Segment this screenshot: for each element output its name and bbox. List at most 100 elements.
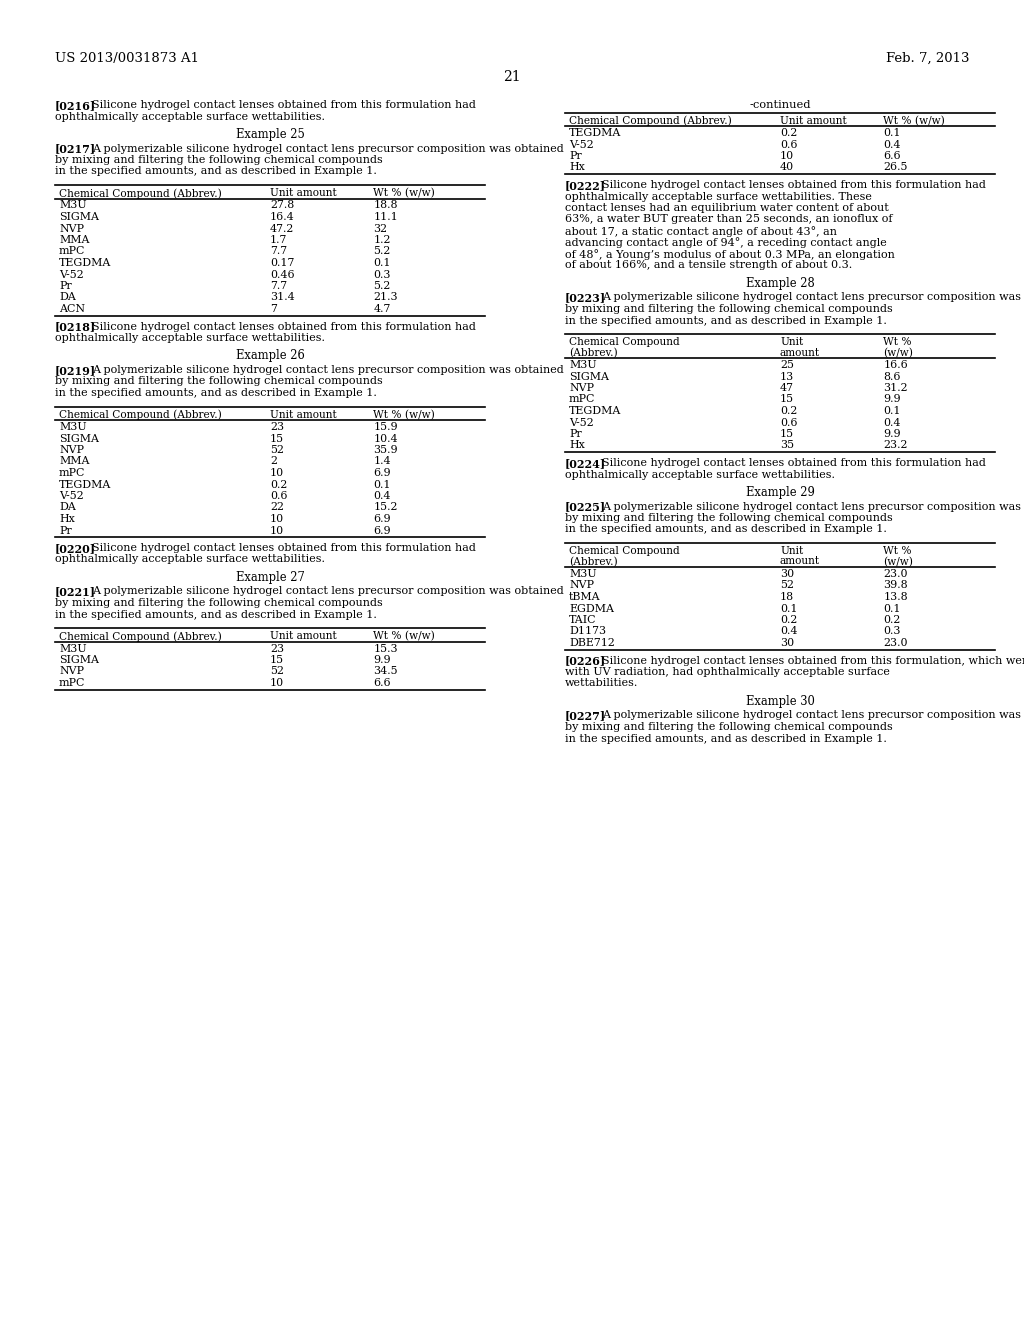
Text: A polymerizable silicone hydrogel contact lens precursor composition was obtaine: A polymerizable silicone hydrogel contac…: [602, 710, 1024, 721]
Text: 23: 23: [270, 644, 284, 653]
Text: 0.6: 0.6: [270, 491, 288, 502]
Text: 35.9: 35.9: [373, 445, 398, 455]
Text: ophthalmically acceptable surface wettabilities.: ophthalmically acceptable surface wettab…: [55, 111, 325, 121]
Text: 0.2: 0.2: [270, 479, 288, 490]
Text: 11.1: 11.1: [373, 213, 398, 222]
Text: of 48°, a Young’s modulus of about 0.3 MPa, an elongation: of 48°, a Young’s modulus of about 0.3 M…: [565, 249, 895, 260]
Text: 15.3: 15.3: [373, 644, 398, 653]
Text: -continued: -continued: [750, 100, 811, 110]
Text: ophthalmically acceptable surface wettabilities.: ophthalmically acceptable surface wettab…: [565, 470, 835, 479]
Text: SIGMA: SIGMA: [59, 655, 99, 665]
Text: by mixing and filtering the following chemical compounds: by mixing and filtering the following ch…: [55, 376, 383, 387]
Text: 6.9: 6.9: [373, 525, 391, 536]
Text: 0.4: 0.4: [883, 140, 901, 149]
Text: 9.9: 9.9: [883, 429, 901, 440]
Text: 16.6: 16.6: [883, 360, 908, 370]
Text: [0222]: [0222]: [565, 180, 606, 191]
Text: 7: 7: [270, 304, 276, 314]
Text: 0.1: 0.1: [373, 257, 391, 268]
Text: Wt % (w/w): Wt % (w/w): [373, 409, 435, 420]
Text: 13: 13: [780, 371, 795, 381]
Text: M3U: M3U: [569, 569, 597, 579]
Text: A polymerizable silicone hydrogel contact lens precursor composition was obtaine: A polymerizable silicone hydrogel contac…: [602, 293, 1024, 302]
Text: Wt % (w/w): Wt % (w/w): [373, 631, 435, 642]
Text: TEGDMA: TEGDMA: [569, 128, 622, 139]
Text: Example 28: Example 28: [745, 277, 814, 290]
Text: in the specified amounts, and as described in Example 1.: in the specified amounts, and as describ…: [55, 166, 377, 177]
Text: 0.3: 0.3: [373, 269, 391, 280]
Text: (Abbrev.): (Abbrev.): [569, 347, 617, 358]
Text: TEGDMA: TEGDMA: [569, 407, 622, 416]
Text: 1.2: 1.2: [373, 235, 391, 246]
Text: of about 166%, and a tensile strength of about 0.3.: of about 166%, and a tensile strength of…: [565, 260, 852, 271]
Text: [0217]: [0217]: [55, 144, 96, 154]
Text: MMA: MMA: [59, 235, 89, 246]
Text: 6.6: 6.6: [373, 678, 391, 688]
Text: [0220]: [0220]: [55, 543, 96, 554]
Text: Hx: Hx: [59, 513, 75, 524]
Text: NVP: NVP: [569, 383, 594, 393]
Text: with UV radiation, had ophthalmically acceptable surface: with UV radiation, had ophthalmically ac…: [565, 667, 890, 677]
Text: US 2013/0031873 A1: US 2013/0031873 A1: [55, 51, 199, 65]
Text: amount: amount: [780, 347, 820, 358]
Text: M3U: M3U: [59, 422, 87, 432]
Text: 7.7: 7.7: [270, 281, 287, 290]
Text: Pr: Pr: [59, 525, 72, 536]
Text: 0.1: 0.1: [373, 479, 391, 490]
Text: [0219]: [0219]: [55, 366, 96, 376]
Text: 18.8: 18.8: [373, 201, 397, 210]
Text: by mixing and filtering the following chemical compounds: by mixing and filtering the following ch…: [565, 304, 893, 314]
Text: 16.4: 16.4: [270, 213, 295, 222]
Text: 0.2: 0.2: [780, 407, 798, 416]
Text: ophthalmically acceptable surface wettabilities.: ophthalmically acceptable surface wettab…: [55, 554, 325, 565]
Text: ophthalmically acceptable surface wettabilities.: ophthalmically acceptable surface wettab…: [55, 333, 325, 343]
Text: Hx: Hx: [569, 162, 585, 173]
Text: 0.17: 0.17: [270, 257, 294, 268]
Text: 22: 22: [270, 503, 284, 512]
Text: SIGMA: SIGMA: [569, 371, 609, 381]
Text: NVP: NVP: [59, 445, 84, 455]
Text: Silicone hydrogel contact lenses obtained from this formulation had: Silicone hydrogel contact lenses obtaine…: [602, 458, 986, 469]
Text: Chemical Compound (Abbrev.): Chemical Compound (Abbrev.): [569, 116, 732, 127]
Text: 10: 10: [270, 525, 284, 536]
Text: 15: 15: [780, 395, 795, 404]
Text: [0218]: [0218]: [55, 322, 96, 333]
Text: Unit amount: Unit amount: [270, 631, 337, 642]
Text: Example 29: Example 29: [745, 486, 814, 499]
Text: 0.1: 0.1: [883, 407, 901, 416]
Text: NVP: NVP: [59, 667, 84, 676]
Text: [0224]: [0224]: [565, 458, 606, 469]
Text: 0.1: 0.1: [883, 128, 901, 139]
Text: 13.8: 13.8: [883, 591, 908, 602]
Text: Chemical Compound (Abbrev.): Chemical Compound (Abbrev.): [59, 187, 222, 198]
Text: amount: amount: [780, 557, 820, 566]
Text: 1.4: 1.4: [373, 457, 391, 466]
Text: Unit amount: Unit amount: [270, 409, 337, 420]
Text: 15: 15: [270, 655, 284, 665]
Text: by mixing and filtering the following chemical compounds: by mixing and filtering the following ch…: [565, 513, 893, 523]
Text: 15: 15: [270, 433, 284, 444]
Text: Example 27: Example 27: [236, 572, 304, 583]
Text: 30: 30: [780, 638, 795, 648]
Text: Wt % (w/w): Wt % (w/w): [373, 187, 435, 198]
Text: [0225]: [0225]: [565, 502, 606, 512]
Text: Silicone hydrogel contact lenses obtained from this formulation, which were cure: Silicone hydrogel contact lenses obtaine…: [602, 656, 1024, 665]
Text: Unit amount: Unit amount: [780, 116, 847, 125]
Text: Silicone hydrogel contact lenses obtained from this formulation had: Silicone hydrogel contact lenses obtaine…: [92, 100, 476, 110]
Text: SIGMA: SIGMA: [59, 433, 99, 444]
Text: by mixing and filtering the following chemical compounds: by mixing and filtering the following ch…: [55, 598, 383, 609]
Text: 23.0: 23.0: [883, 569, 907, 579]
Text: TEGDMA: TEGDMA: [59, 257, 112, 268]
Text: 6.9: 6.9: [373, 469, 391, 478]
Text: ACN: ACN: [59, 304, 85, 314]
Text: 31.2: 31.2: [883, 383, 908, 393]
Text: 30: 30: [780, 569, 795, 579]
Text: Hx: Hx: [569, 441, 585, 450]
Text: M3U: M3U: [59, 644, 87, 653]
Text: 31.4: 31.4: [270, 293, 295, 302]
Text: MMA: MMA: [59, 457, 89, 466]
Text: A polymerizable silicone hydrogel contact lens precursor composition was obtaine: A polymerizable silicone hydrogel contac…: [92, 144, 563, 153]
Text: SIGMA: SIGMA: [59, 213, 99, 222]
Text: V-52: V-52: [569, 140, 594, 149]
Text: [0226]: [0226]: [565, 656, 606, 667]
